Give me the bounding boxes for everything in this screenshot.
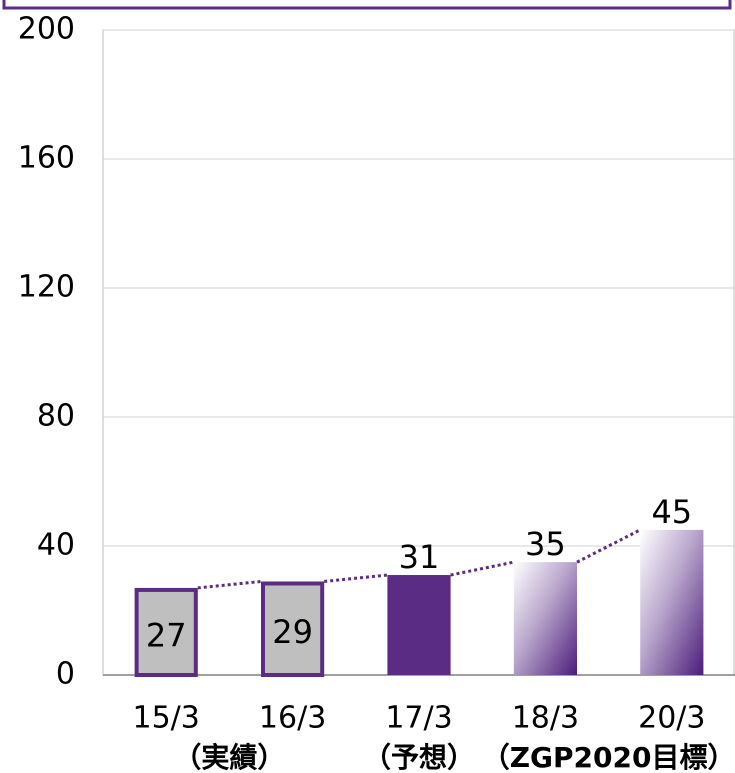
y-tick-label: 80 xyxy=(37,399,75,434)
bar xyxy=(261,581,325,677)
trend-line xyxy=(324,573,388,583)
trend-line xyxy=(197,579,262,590)
trend-line xyxy=(450,560,515,577)
value-label: 29 xyxy=(272,613,313,651)
y-tick-label: 160 xyxy=(18,141,75,176)
value-label: 45 xyxy=(651,493,692,531)
y-tick-label: 40 xyxy=(37,528,75,563)
y-tick-label: 200 xyxy=(18,12,75,47)
value-label: 27 xyxy=(146,616,187,654)
y-tick-label: 120 xyxy=(18,270,75,305)
x-tick-label: 17/3 xyxy=(385,701,452,736)
x-tick-label: 20/3 xyxy=(638,701,705,736)
value-label: 31 xyxy=(399,538,440,576)
x-tick-label: 15/3 xyxy=(133,701,200,736)
category-group-label: （ZGP2020目標） xyxy=(482,741,735,773)
bar xyxy=(387,575,451,675)
bar xyxy=(640,529,704,675)
x-tick-label: 16/3 xyxy=(259,701,326,736)
value-label: 35 xyxy=(525,525,566,563)
bar xyxy=(134,587,198,677)
x-tick-label: 18/3 xyxy=(512,701,579,736)
y-tick-label: 0 xyxy=(56,657,75,692)
category-group-label: （予想） xyxy=(363,741,475,773)
frame xyxy=(2,0,732,10)
bar xyxy=(513,562,577,675)
category-group-label: （実績） xyxy=(173,741,285,773)
